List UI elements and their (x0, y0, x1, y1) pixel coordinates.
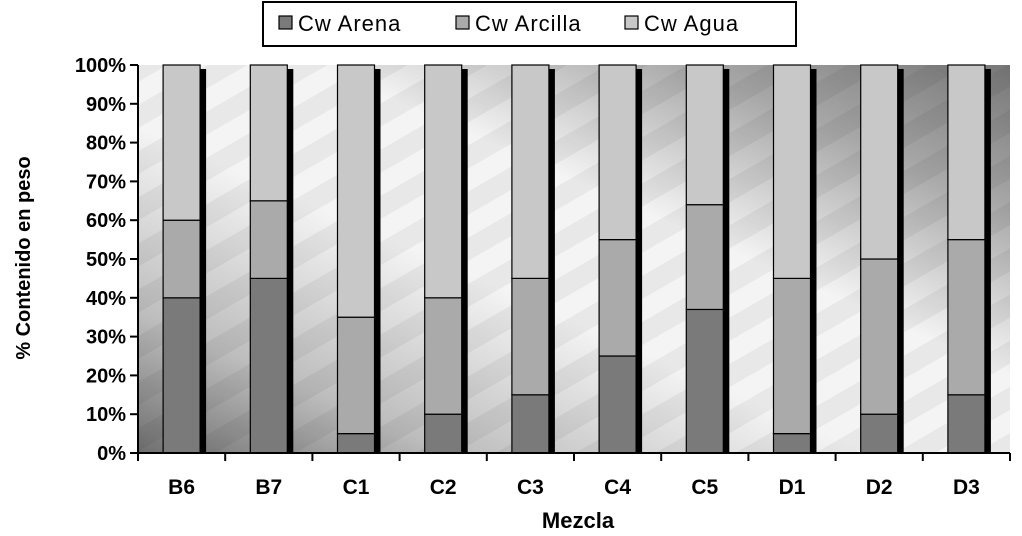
bar-segment (336, 433, 376, 454)
bar-segment (162, 64, 201, 221)
bar-shadow (723, 69, 730, 453)
x-tick-label: B7 (255, 476, 282, 499)
bar-segment (336, 316, 376, 435)
y-tick-label: 100% (75, 55, 126, 77)
bar-group-c2 (424, 64, 468, 454)
bar-segment (598, 239, 637, 357)
bar-group-c5 (685, 64, 730, 454)
legend: Cw Arena Cw Arcilla Cw Agua (262, 1, 797, 47)
bar-segment (685, 308, 724, 454)
bar-segment (511, 394, 550, 454)
y-tick-label: 10% (86, 404, 126, 426)
bar-segment (424, 64, 463, 299)
bar-segment (511, 64, 550, 279)
bar-segment (947, 64, 986, 241)
bar-group-d1 (772, 64, 817, 454)
bar-segment (511, 277, 550, 396)
bar-group-c1 (336, 64, 381, 454)
bar-segment (249, 64, 288, 202)
bar-segment (598, 64, 637, 241)
bar-group-d2 (860, 64, 904, 454)
legend-swatch (455, 15, 470, 30)
bar-segment (598, 355, 637, 454)
y-axis-label: % Contenido en peso (13, 156, 35, 359)
bar-segment (249, 277, 288, 454)
bar-segment (685, 204, 724, 311)
bar-group-b7 (249, 64, 294, 454)
y-tick-label: 80% (86, 133, 126, 155)
bar-segment (772, 64, 812, 279)
bar-shadow (548, 69, 555, 453)
bar-shadow (200, 69, 207, 453)
x-tick-label: C1 (343, 476, 370, 499)
y-tick-label: 40% (86, 288, 126, 310)
bar-segment (772, 433, 812, 454)
y-tick-label: 20% (86, 365, 126, 387)
bar-group-c4 (598, 64, 643, 454)
y-tick-label: 70% (86, 171, 126, 193)
bar-segment (249, 200, 288, 280)
y-tick-label: 0% (97, 443, 126, 465)
axes: 0% 10% 20% 30% 40% 50% 60% 70% 80% 90% 100% B6 B7 C1 C… (75, 55, 1011, 499)
bar-segment (162, 297, 201, 454)
bar-segment (772, 277, 812, 435)
x-tick-label: C3 (517, 476, 544, 499)
x-tick-label: B6 (168, 476, 195, 499)
bar-segment (162, 219, 201, 299)
bar-segment (424, 297, 463, 415)
x-tick-label: C4 (604, 476, 631, 499)
bar-shadow (287, 69, 294, 453)
legend-swatch (624, 15, 639, 30)
bar-segment (860, 258, 899, 415)
legend-swatch (278, 15, 293, 30)
bar-shadow (984, 69, 991, 453)
y-tick-label: 50% (86, 249, 126, 271)
bars (162, 64, 991, 454)
bar-segment (860, 64, 899, 260)
x-tick-label: D3 (953, 476, 980, 499)
bar-segment (424, 413, 463, 454)
y-tick-label: 30% (86, 327, 126, 349)
bar-shadow (636, 69, 643, 453)
bar-shadow (897, 69, 904, 453)
x-tick-label: D2 (866, 476, 893, 499)
bar-segment (947, 239, 986, 396)
legend-label: Cw Agua (644, 11, 739, 36)
x-axis-label: Mezcla (542, 508, 615, 533)
legend-label: Cw Arcilla (475, 11, 582, 36)
legend-label: Cw Arena (298, 11, 401, 36)
y-tick-label: 60% (86, 210, 126, 232)
bar-group-b6 (162, 64, 207, 454)
bar-shadow (374, 69, 381, 453)
x-tick-label: D1 (779, 476, 806, 499)
bar-group-d3 (947, 64, 991, 454)
bar-segment (860, 413, 899, 454)
bar-group-c3 (511, 64, 555, 454)
bar-segment (947, 394, 986, 454)
bar-segment (685, 64, 724, 206)
x-tick-label: C5 (691, 476, 718, 499)
legend-box (262, 1, 797, 47)
bar-shadow (810, 69, 817, 453)
bar-shadow (461, 69, 468, 453)
y-tick-label: 90% (86, 94, 126, 116)
x-tick-label: C2 (430, 476, 457, 499)
bar-segment (336, 64, 376, 318)
